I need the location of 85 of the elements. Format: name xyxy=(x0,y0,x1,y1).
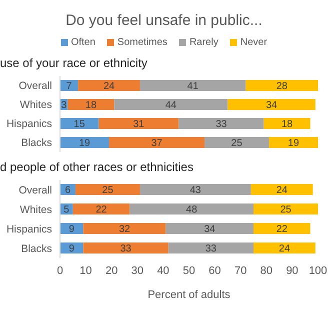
x-axis-title: Percent of adults xyxy=(148,289,231,301)
y-tick-label: Whites xyxy=(20,99,52,112)
data-label: 34 xyxy=(204,224,216,236)
data-label: 43 xyxy=(190,185,202,196)
y-tick-label: Overall xyxy=(18,184,52,196)
data-label: 41 xyxy=(187,81,199,92)
y-tick-label: Hispanics xyxy=(6,118,52,130)
data-label: 24 xyxy=(278,244,290,255)
data-label: 19 xyxy=(288,138,300,150)
data-label: 33 xyxy=(216,119,228,130)
data-label: 25 xyxy=(102,185,114,196)
chart-subtitle: use of your race or ethnicity xyxy=(0,56,148,72)
data-label: 25 xyxy=(231,138,243,150)
bar xyxy=(254,204,318,214)
y-tick-label: Hispanics xyxy=(6,223,52,236)
legend-label: Never xyxy=(239,36,268,48)
data-label: 24 xyxy=(103,81,116,92)
data-label: 9 xyxy=(68,244,75,255)
data-label: 44 xyxy=(165,100,177,112)
data-label: 31 xyxy=(133,119,145,130)
data-label: 3 xyxy=(61,100,68,112)
data-label: 6 xyxy=(64,185,71,196)
bar xyxy=(228,99,316,110)
bar xyxy=(166,223,254,234)
bar xyxy=(109,137,204,148)
data-label: 15 xyxy=(74,119,86,130)
data-label: 7 xyxy=(66,81,72,92)
data-label: 24 xyxy=(276,185,288,196)
bar xyxy=(75,184,140,195)
data-label: 5 xyxy=(64,204,70,216)
data-label: 25 xyxy=(280,204,292,216)
bar xyxy=(130,204,254,214)
x-tick-label: 70 xyxy=(234,264,247,277)
data-label: 18 xyxy=(85,100,97,112)
x-tick-label: 50 xyxy=(182,264,196,277)
bar xyxy=(83,242,168,254)
legend-label: Often xyxy=(70,36,96,48)
bar xyxy=(60,80,78,91)
data-label: 22 xyxy=(96,204,108,216)
bar xyxy=(68,99,114,110)
bar xyxy=(254,223,310,234)
legend-label: Sometimes xyxy=(116,36,168,48)
bar xyxy=(250,184,313,195)
x-tick-label: 60 xyxy=(208,264,221,277)
data-label: 18 xyxy=(281,119,294,130)
bar xyxy=(72,204,130,214)
y-tick-label: Overall xyxy=(18,80,52,92)
x-tick-label: 10 xyxy=(80,264,92,277)
data-label: 32 xyxy=(118,224,130,236)
bar xyxy=(114,99,228,110)
x-tick-label: 0 xyxy=(56,264,64,277)
x-tick-label: 100 xyxy=(308,264,328,277)
bar xyxy=(98,118,179,129)
data-label: 33 xyxy=(120,244,132,255)
data-label: 37 xyxy=(151,138,163,150)
bar xyxy=(78,80,140,91)
bar xyxy=(264,118,310,129)
x-tick-label: 40 xyxy=(157,264,170,277)
data-label: 28 xyxy=(276,81,288,92)
y-tick-label: Whites xyxy=(20,204,52,216)
bar xyxy=(204,137,269,148)
x-tick-label: 30 xyxy=(131,264,144,277)
x-tick-label: 80 xyxy=(260,264,273,277)
data-label: 22 xyxy=(276,224,288,236)
bar xyxy=(268,137,318,148)
y-tick-label: Blacks xyxy=(21,137,52,150)
bar xyxy=(254,242,316,254)
bar xyxy=(178,118,264,129)
chart-title: Do you feel unsafe in public... xyxy=(64,11,264,31)
y-tick-label: Blacks xyxy=(21,242,52,255)
bar xyxy=(60,137,110,148)
chart-subtitle: d people of other races or ethnicities xyxy=(0,160,194,176)
bar xyxy=(168,242,254,254)
legend-label: Rarely xyxy=(188,36,218,48)
bar xyxy=(140,184,251,195)
x-tick-label: 90 xyxy=(286,264,298,277)
data-label: 48 xyxy=(186,204,198,216)
data-label: 34 xyxy=(266,100,278,112)
bar xyxy=(83,223,166,234)
data-label: 19 xyxy=(78,138,91,150)
data-label: 33 xyxy=(205,244,217,255)
x-tick-label: 20 xyxy=(105,264,118,277)
bar xyxy=(140,80,246,91)
data-label: 9 xyxy=(68,224,75,236)
bar xyxy=(246,80,318,91)
